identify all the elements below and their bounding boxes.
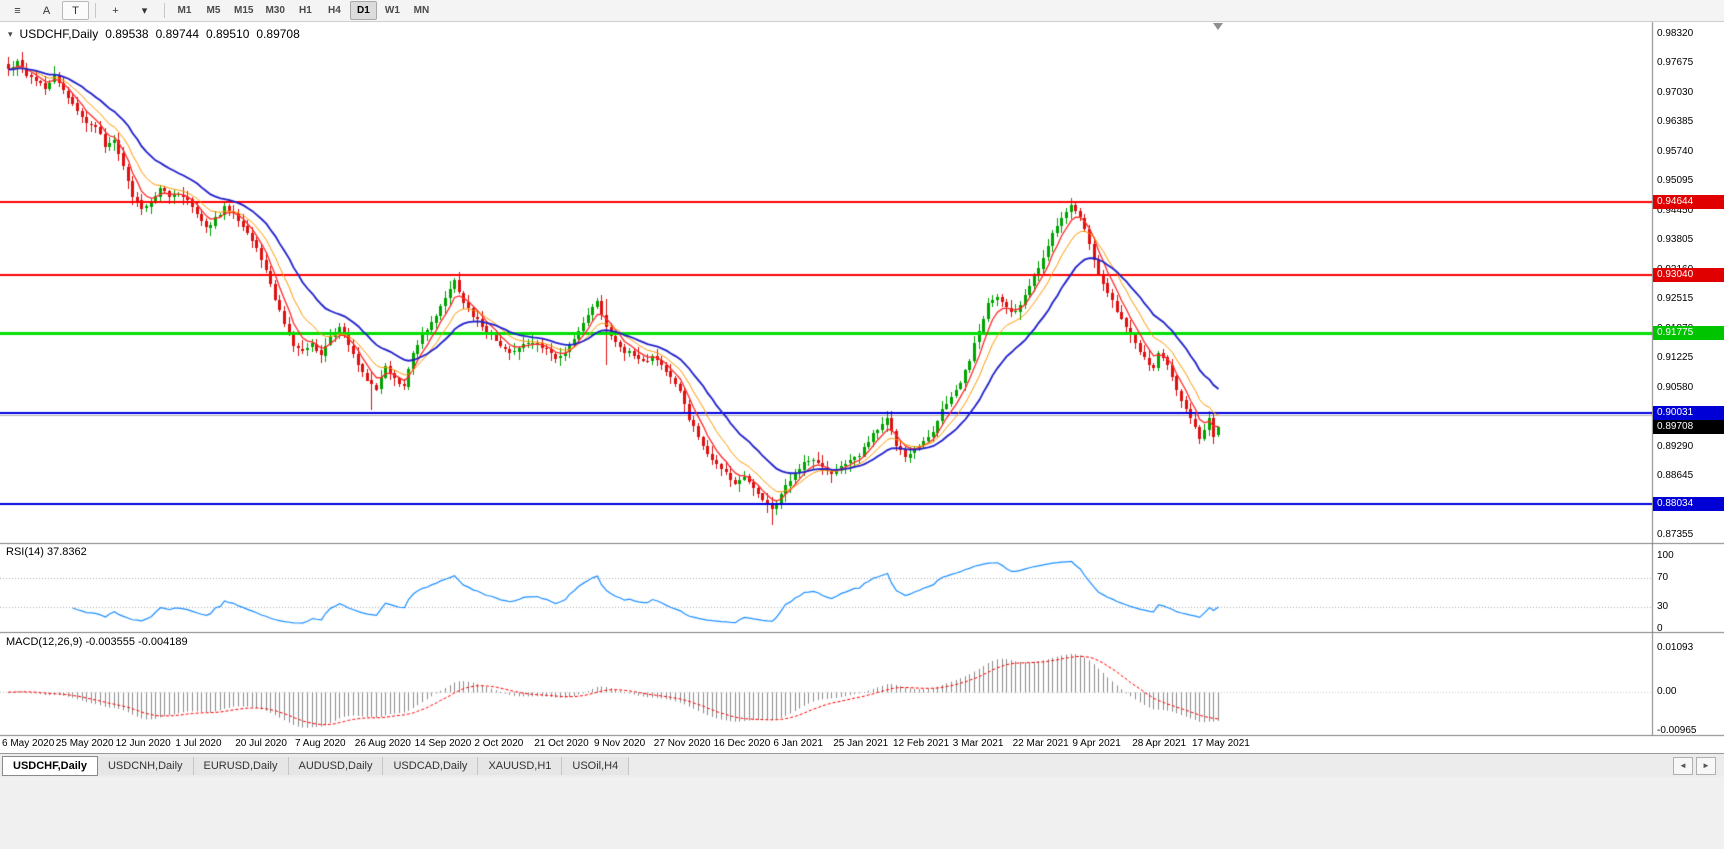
date-label: 26 Aug 2020 xyxy=(354,738,411,749)
chart-symbol-label: USDCHF,Daily xyxy=(19,27,99,41)
date-label: 7 Aug 2020 xyxy=(295,738,346,749)
chart-tab[interactable]: AUDUSD,Daily xyxy=(288,756,384,775)
price-line-badge: 0.94644 xyxy=(1653,194,1724,209)
drawing-tools-dropdown-icon[interactable]: ▾ xyxy=(141,5,148,17)
chart-tab[interactable]: USDCAD,Daily xyxy=(383,756,479,775)
date-label: 27 Nov 2020 xyxy=(653,738,711,749)
chart-list-icon[interactable]: ≡ xyxy=(14,4,21,17)
date-label: 25 May 2020 xyxy=(55,738,114,749)
price-tick-label: 0.88645 xyxy=(1657,470,1694,482)
date-label: 9 Nov 2020 xyxy=(594,738,646,749)
chart-shift-marker-icon[interactable] xyxy=(1213,23,1223,30)
timeframe-button-m1[interactable]: M1 xyxy=(177,5,192,16)
date-label: 14 Sep 2020 xyxy=(414,738,472,749)
ohlc-close-value: 0.89708 xyxy=(256,27,300,41)
price-tick-label: 0.94450 xyxy=(1657,204,1694,216)
crosshair-icon[interactable]: + xyxy=(112,4,119,17)
macd-scale-label: -0.00965 xyxy=(1657,725,1697,736)
rsi-scale-label: 0 xyxy=(1657,623,1663,634)
chart-tab[interactable]: XAUUSD,H1 xyxy=(478,756,563,775)
price-tick-label: 0.98320 xyxy=(1657,28,1694,39)
cursor-tool-icon[interactable]: A xyxy=(42,4,51,17)
price-line-badge: 0.93040 xyxy=(1653,268,1724,283)
price-tick-label: 0.97675 xyxy=(1657,57,1694,69)
macd-scale-label: 0.00 xyxy=(1657,686,1677,698)
date-label: 22 Mar 2021 xyxy=(1012,738,1069,749)
price-tick-label: 0.90580 xyxy=(1657,381,1694,393)
price-tick-label: 0.92515 xyxy=(1657,293,1694,305)
chart-tab[interactable]: USDCHF,Daily xyxy=(2,755,98,776)
chart-collapse-icon[interactable]: ▾ xyxy=(8,28,13,39)
ohlc-high-value: 0.89744 xyxy=(155,27,199,41)
price-tick-label: 0.87355 xyxy=(1657,529,1694,540)
timeframe-button-w1[interactable]: W1 xyxy=(384,5,400,16)
price-tick-label: 0.95095 xyxy=(1657,175,1694,187)
current-price-badge: 0.89708 xyxy=(1653,420,1724,435)
tab-scroll-right-icon[interactable]: ► xyxy=(1696,756,1716,775)
timeframe-button-h4[interactable]: H4 xyxy=(328,5,341,16)
date-label: 12 Feb 2021 xyxy=(893,738,950,749)
toolbar: ≡ A T + ▾ M1 M5 M15 M30 H1 H4 D1 W1 MN xyxy=(0,0,1724,22)
ohlc-low-value: 0.89510 xyxy=(206,27,250,41)
price-line-badge: 0.90031 xyxy=(1653,405,1724,420)
date-label: 3 Mar 2021 xyxy=(952,738,1004,749)
timeframe-button-mn[interactable]: MN xyxy=(413,5,430,16)
date-label: 17 May 2021 xyxy=(1192,738,1250,749)
date-label: 6 May 2020 xyxy=(2,738,55,749)
date-label: 28 Apr 2021 xyxy=(1132,738,1187,749)
text-tool-icon[interactable]: T xyxy=(62,1,89,20)
tab-scroll-buttons: ◄ ► xyxy=(1673,756,1716,775)
date-label: 2 Oct 2020 xyxy=(474,738,524,749)
rsi-indicator-label: RSI(14) 37.8362 xyxy=(6,546,87,558)
chart-tab[interactable]: USDCNH,Daily xyxy=(97,756,194,775)
macd-scale-label: 0.01093 xyxy=(1657,642,1694,653)
price-line-badge: 0.88034 xyxy=(1653,496,1724,511)
timeframe-button-m30[interactable]: M30 xyxy=(265,5,285,16)
rsi-scale-label: 70 xyxy=(1657,571,1669,583)
chart-tab-bar: USDCHF,Daily USDCNH,Daily EURUSD,Daily AUDU… xyxy=(0,753,1724,777)
chart-tab[interactable]: USOil,H4 xyxy=(562,756,630,775)
chart-title: ▾ USDCHF,Daily 0.89538 0.89744 0.89510 0… xyxy=(8,27,300,41)
tab-scroll-left-icon[interactable]: ◄ xyxy=(1673,756,1693,775)
timeframe-button-d1[interactable]: D1 xyxy=(349,1,377,20)
rsi-scale-label: 100 xyxy=(1657,550,1674,561)
chart-tab[interactable]: EURUSD,Daily xyxy=(193,756,289,775)
timeframe-button-m15[interactable]: M15 xyxy=(234,5,254,16)
date-label: 21 Oct 2020 xyxy=(534,738,589,749)
timeframe-button-h1[interactable]: H1 xyxy=(299,5,312,16)
date-label: 6 Jan 2021 xyxy=(773,738,823,749)
date-label: 16 Dec 2020 xyxy=(713,738,771,749)
time-scale[interactable]: 6 May 2020 25 May 2020 12 Jun 2020 1 Jul 20… xyxy=(0,736,1652,752)
price-tick-label: 0.97030 xyxy=(1657,86,1694,98)
ohlc-open-value: 0.89538 xyxy=(105,27,149,41)
toolbar-separator xyxy=(164,3,165,18)
macd-indicator-label: MACD(12,26,9) -0.003555 -0.004189 xyxy=(6,636,188,648)
date-label: 25 Jan 2021 xyxy=(833,738,889,749)
timeframe-button-m5[interactable]: M5 xyxy=(206,5,221,16)
date-label: 20 Jul 2020 xyxy=(235,738,287,749)
price-tick-label: 0.91225 xyxy=(1657,352,1694,364)
price-line-badge: 0.91775 xyxy=(1653,326,1724,341)
date-label: 9 Apr 2021 xyxy=(1072,738,1121,749)
date-label: 1 Jul 2020 xyxy=(175,738,222,749)
price-tick-label: 0.89290 xyxy=(1657,440,1694,452)
price-scale[interactable]: 0.98320 0.97675 0.97030 0.96385 0.95740 0.950… xyxy=(1653,22,1724,753)
rsi-scale-label: 30 xyxy=(1657,601,1669,613)
price-tick-label: 0.93805 xyxy=(1657,234,1694,246)
date-label: 12 Jun 2020 xyxy=(115,738,171,749)
toolbar-separator xyxy=(95,3,96,18)
price-tick-label: 0.95740 xyxy=(1657,145,1694,157)
price-tick-label: 0.96385 xyxy=(1657,116,1694,128)
